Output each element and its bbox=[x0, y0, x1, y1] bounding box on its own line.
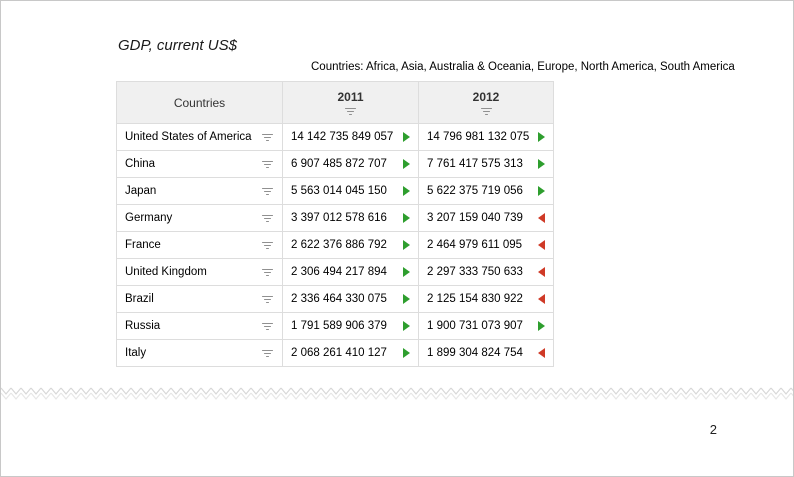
table-row: Brazil 2 336 464 330 075 2 125 154 830 9… bbox=[116, 285, 554, 313]
table-row: Germany 3 397 012 578 616 3 207 159 040 … bbox=[116, 204, 554, 232]
table-row: Russia 1 791 589 906 379 1 900 731 073 9… bbox=[116, 312, 554, 340]
gdp-value-2011: 2 306 494 217 894 bbox=[291, 266, 387, 278]
country-name: Germany bbox=[125, 212, 173, 224]
trend-icon bbox=[403, 348, 410, 358]
gdp-value-2012: 1 899 304 824 754 bbox=[427, 347, 523, 359]
gdp-value-2012: 1 900 731 073 907 bbox=[427, 320, 523, 332]
trend-icon bbox=[403, 321, 410, 331]
gdp-value-2012: 14 796 981 132 075 bbox=[427, 131, 530, 143]
table-row: France 2 622 376 886 792 2 464 979 611 0… bbox=[116, 231, 554, 259]
trend-icon bbox=[403, 186, 410, 196]
gdp-value-2011: 2 336 464 330 075 bbox=[291, 293, 387, 305]
gdp-value-2012: 7 761 417 575 313 bbox=[427, 158, 523, 170]
gdp-value-2011: 2 622 376 886 792 bbox=[291, 239, 387, 251]
table-row: Italy 2 068 261 410 127 1 899 304 824 75… bbox=[116, 339, 554, 367]
country-name: Brazil bbox=[125, 293, 154, 305]
filter-icon[interactable] bbox=[261, 241, 274, 250]
country-name: France bbox=[125, 239, 161, 251]
column-header-countries[interactable]: Countries bbox=[116, 81, 283, 124]
trend-icon bbox=[538, 240, 545, 250]
header-row: Countries 2011 2012 bbox=[116, 81, 554, 124]
filter-icon[interactable] bbox=[261, 214, 274, 223]
column-header-label: Countries bbox=[173, 95, 226, 110]
gdp-value-2012: 2 297 333 750 633 bbox=[427, 266, 523, 278]
gdp-value-2011: 1 791 589 906 379 bbox=[291, 320, 387, 332]
filter-icon[interactable] bbox=[261, 295, 274, 304]
trend-icon bbox=[403, 267, 410, 277]
gdp-value-2012: 2 464 979 611 095 bbox=[427, 239, 523, 251]
filter-icon[interactable] bbox=[261, 268, 274, 277]
filters-line: Countries: Africa, Asia, Australia & Oce… bbox=[311, 61, 735, 73]
gdp-value-2011: 14 142 735 849 057 bbox=[291, 131, 394, 143]
country-name: Russia bbox=[125, 320, 161, 332]
column-header-label: 2011 bbox=[337, 89, 364, 104]
gdp-table: Countries 2011 2012 United St bbox=[116, 81, 554, 367]
table-row: Japan 5 563 014 045 150 5 622 375 719 05… bbox=[116, 177, 554, 205]
table-row: China 6 907 485 872 707 7 761 417 575 31… bbox=[116, 150, 554, 178]
column-header-2012[interactable]: 2012 bbox=[418, 81, 554, 124]
trend-icon bbox=[403, 132, 410, 142]
gdp-value-2011: 5 563 014 045 150 bbox=[291, 185, 387, 197]
gdp-value-2011: 6 907 485 872 707 bbox=[291, 158, 387, 170]
trend-icon bbox=[403, 159, 410, 169]
filter-icon[interactable] bbox=[344, 107, 357, 116]
filter-icon[interactable] bbox=[261, 349, 274, 358]
trend-icon bbox=[538, 186, 545, 196]
country-name: Japan bbox=[125, 185, 157, 197]
table-row: United Kingdom 2 306 494 217 894 2 297 3… bbox=[116, 258, 554, 286]
gdp-value-2012: 3 207 159 040 739 bbox=[427, 212, 523, 224]
trend-icon bbox=[403, 213, 410, 223]
page-number: 2 bbox=[709, 422, 717, 437]
trend-icon bbox=[538, 294, 545, 304]
table-row: United States of America 14 142 735 849 … bbox=[116, 123, 554, 151]
gdp-value-2012: 2 125 154 830 922 bbox=[427, 293, 523, 305]
country-name: Italy bbox=[125, 347, 147, 359]
trend-icon bbox=[538, 321, 545, 331]
trend-icon bbox=[538, 348, 545, 358]
trend-icon bbox=[538, 267, 545, 277]
gdp-value-2011: 3 397 012 578 616 bbox=[291, 212, 387, 224]
column-header-label: 2012 bbox=[472, 89, 500, 104]
page-break-zigzag bbox=[1, 384, 793, 400]
filter-icon[interactable] bbox=[480, 107, 493, 116]
column-header-2011[interactable]: 2011 bbox=[282, 81, 419, 124]
trend-icon bbox=[538, 159, 545, 169]
gdp-value-2012: 5 622 375 719 056 bbox=[427, 185, 523, 197]
trend-icon bbox=[403, 240, 410, 250]
filter-icon[interactable] bbox=[261, 187, 274, 196]
gdp-value-2011: 2 068 261 410 127 bbox=[291, 347, 387, 359]
filter-icon[interactable] bbox=[261, 322, 274, 331]
trend-icon bbox=[403, 294, 410, 304]
trend-icon bbox=[538, 132, 545, 142]
country-name: United States of America bbox=[125, 131, 252, 143]
filter-icon[interactable] bbox=[261, 160, 274, 169]
country-name: United Kingdom bbox=[125, 266, 207, 278]
filter-icon[interactable] bbox=[261, 133, 274, 142]
country-name: China bbox=[125, 158, 156, 170]
page-title: GDP, current US$ bbox=[118, 37, 237, 54]
trend-icon bbox=[538, 213, 545, 223]
